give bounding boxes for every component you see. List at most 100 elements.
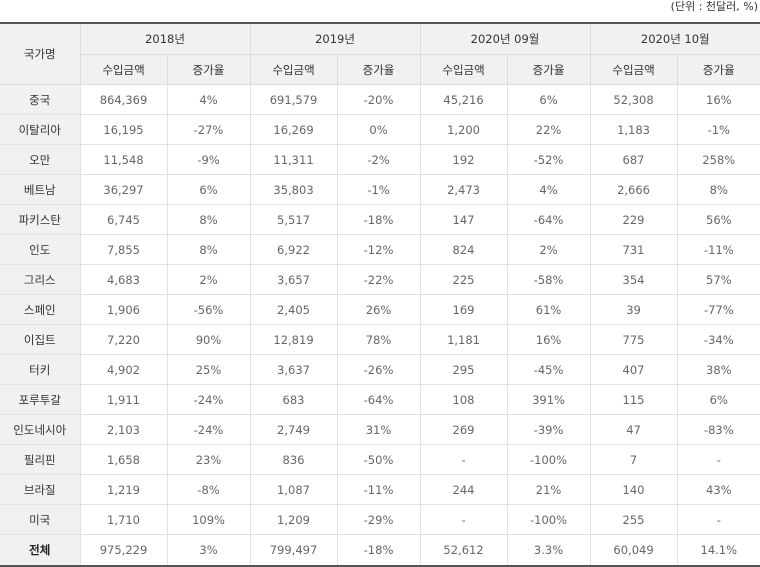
import-amount-2020-09-cell: - [419,444,508,475]
growth-rate-2018-cell: -24% [166,384,251,415]
import-amount-2018-cell: 1,906 [79,294,168,325]
growth-rate-2018-cell: 109% [166,504,251,535]
country-name: 파키스탄 [0,204,81,235]
import-amount-2019-cell: 799,497 [249,534,338,567]
import-amount-2019-cell: 1,209 [249,504,338,535]
import-amount-header: 수입금액 [419,54,508,85]
growth-rate-2020-09-cell: 6% [506,84,591,115]
import-amount-2020-09-cell: 295 [419,354,508,385]
import-amount-2020-10-cell: 7 [589,444,678,475]
import-amount-2020-09-cell: 225 [419,264,508,295]
growth-rate-header: 증가율 [166,54,251,85]
import-amount-2020-09-cell: 269 [419,414,508,445]
import-amount-2019-cell: 3,657 [249,264,338,295]
table-row: 이집트 7,220 90% 12,819 78% 1,181 16% 775 -34% [0,324,760,355]
growth-rate-2020-10-cell: 38% [676,354,760,385]
growth-rate-2020-10-cell: 56% [676,204,760,235]
import-amount-2020-10-cell: 47 [589,414,678,445]
period-header-2019: 2019년 [249,22,421,55]
growth-rate-2020-09-cell: 3.3% [506,534,591,567]
table-row: 터키 4,902 25% 3,637 -26% 295 -45% 407 38% [0,354,760,385]
table-row: 오만 11,548 -9% 11,311 -2% 192 -52% 687 258% [0,144,760,175]
import-amount-2018-cell: 1,219 [79,474,168,505]
import-amount-2019-cell: 1,087 [249,474,338,505]
growth-rate-2020-09-cell: 4% [506,174,591,205]
total-row: 전체 975,229 3% 799,497 -18% 52,612 3.3% 60,049 14… [0,534,760,567]
import-amount-2019-cell: 836 [249,444,338,475]
table-row: 미국 1,710 109% 1,209 -29% - -100% 255- [0,504,760,535]
country-name: 스페인 [0,294,81,325]
import-statistics-table: 국가명 2018년 2019년 2020년 09월 2020년 10월 수입금액… [0,22,760,567]
growth-rate-2018-cell: 23% [166,444,251,475]
growth-rate-2020-10-cell: 57% [676,264,760,295]
growth-rate-2019-cell: -12% [336,234,421,265]
country-name: 미국 [0,504,81,535]
country-name: 필리핀 [0,444,81,475]
import-amount-2020-09-cell: 45,216 [419,84,508,115]
growth-rate-header: 증가율 [506,54,591,85]
import-amount-2019-cell: 683 [249,384,338,415]
growth-rate-2018-cell: 3% [166,534,251,567]
import-amount-2020-10-cell: 255 [589,504,678,535]
import-amount-2019-cell: 691,579 [249,84,338,115]
import-amount-2020-09-cell: 169 [419,294,508,325]
header-row-metrics: 수입금액 증가율 수입금액 증가율 수입금액 증가율 수입금액 증가율 [0,54,760,85]
country-name: 인도네시아 [0,414,81,445]
unit-note: (단위 : 천달러, %) [670,0,758,13]
import-amount-2020-09-cell: 244 [419,474,508,505]
country-name: 베트남 [0,174,81,205]
growth-rate-2020-09-cell: 22% [506,114,591,145]
growth-rate-2020-09-cell: 61% [506,294,591,325]
import-amount-2018-cell: 4,683 [79,264,168,295]
growth-rate-2020-09-cell: 2% [506,234,591,265]
import-amount-2018-cell: 1,658 [79,444,168,475]
growth-rate-2019-cell: 0% [336,114,421,145]
country-name: 오만 [0,144,81,175]
growth-rate-2019-cell: -29% [336,504,421,535]
import-amount-2019-cell: 2,749 [249,414,338,445]
country-name: 전체 [0,534,81,567]
growth-rate-2020-09-cell: -58% [506,264,591,295]
table-row: 인도 7,855 8% 6,922 -12% 824 2% 731 -11% [0,234,760,265]
table-row: 파키스탄 6,745 8% 5,517 -18% 147 -64% 229 56% [0,204,760,235]
country-column-header: 국가명 [0,22,81,85]
table-header: 국가명 2018년 2019년 2020년 09월 2020년 10월 수입금액… [0,22,760,85]
growth-rate-2019-cell: -26% [336,354,421,385]
growth-rate-2020-09-cell: -64% [506,204,591,235]
import-amount-2020-09-cell: 52,612 [419,534,508,567]
table-row: 필리핀 1,658 23% 836 -50% - -100% 7- [0,444,760,475]
country-name: 인도 [0,234,81,265]
country-name: 포루투갈 [0,384,81,415]
growth-rate-2020-10-cell: 16% [676,84,760,115]
table-row: 그리스 4,683 2% 3,657 -22% 225 -58% 354 57% [0,264,760,295]
import-amount-2020-10-cell: 687 [589,144,678,175]
growth-rate-2020-10-cell: -77% [676,294,760,325]
growth-rate-2018-cell: -27% [166,114,251,145]
import-amount-2019-cell: 3,637 [249,354,338,385]
header-row-periods: 국가명 2018년 2019년 2020년 09월 2020년 10월 [0,22,760,85]
growth-rate-2020-09-cell: 391% [506,384,591,415]
growth-rate-header: 증가율 [676,54,760,85]
import-amount-2019-cell: 11,311 [249,144,338,175]
period-header-2020-10: 2020년 10월 [589,22,760,55]
growth-rate-2020-10-cell: 14.1% [676,534,760,567]
import-amount-2020-10-cell: 39 [589,294,678,325]
growth-rate-2018-cell: 2% [166,264,251,295]
growth-rate-2020-10-cell: -11% [676,234,760,265]
growth-rate-2019-cell: -1% [336,174,421,205]
growth-rate-header: 증가율 [336,54,421,85]
table-body: 중국 864,369 4% 691,579 -20% 45,216 6% 52,308 16% 이… [0,84,760,567]
growth-rate-2019-cell: -64% [336,384,421,415]
import-amount-2019-cell: 35,803 [249,174,338,205]
import-amount-2019-cell: 5,517 [249,204,338,235]
import-amount-2018-cell: 864,369 [79,84,168,115]
import-amount-2020-09-cell: 192 [419,144,508,175]
import-amount-2018-cell: 11,548 [79,144,168,175]
table-row: 스페인 1,906 -56% 2,405 26% 169 61% 39 -77% [0,294,760,325]
growth-rate-2018-cell: 8% [166,234,251,265]
import-amount-2018-cell: 7,855 [79,234,168,265]
import-amount-header: 수입금액 [249,54,338,85]
import-amount-2020-10-cell: 775 [589,324,678,355]
growth-rate-2020-10-cell: 8% [676,174,760,205]
growth-rate-2020-09-cell: 16% [506,324,591,355]
